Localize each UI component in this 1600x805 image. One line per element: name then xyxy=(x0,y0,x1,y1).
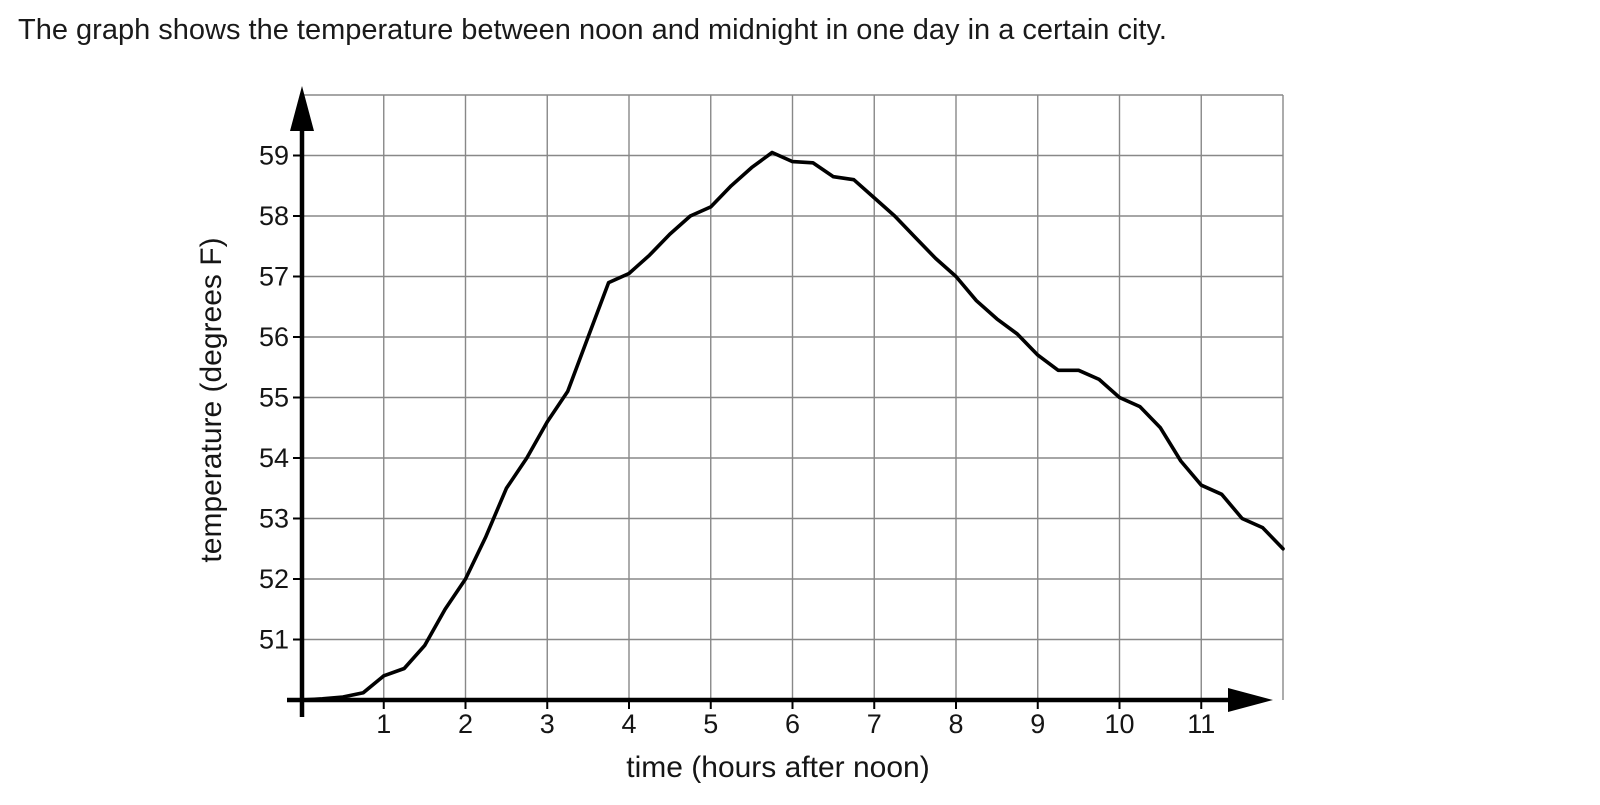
x-tick-label: 8 xyxy=(948,709,963,739)
x-tick-label: 6 xyxy=(785,709,800,739)
x-axis-label: time (hours after noon) xyxy=(626,751,930,784)
x-tick-label: 10 xyxy=(1104,709,1134,739)
y-tick-label: 53 xyxy=(259,504,289,534)
x-tick-label: 5 xyxy=(703,709,718,739)
y-tick-label: 54 xyxy=(259,443,289,473)
y-axis-arrowhead xyxy=(290,86,314,131)
x-tick-label: 3 xyxy=(540,709,555,739)
x-tick-label: 2 xyxy=(458,709,473,739)
y-axis-label: temperature (degrees F) xyxy=(195,237,228,563)
y-tick-label: 58 xyxy=(259,201,289,231)
x-axis-arrowhead xyxy=(1228,688,1273,712)
page-title: The graph shows the temperature between … xyxy=(18,14,1167,46)
temperature-line xyxy=(300,150,1285,702)
y-tick-label: 56 xyxy=(259,322,289,352)
x-tick-label: 1 xyxy=(376,709,391,739)
y-tick-label: 59 xyxy=(259,141,289,171)
y-tick-label: 55 xyxy=(259,383,289,413)
y-tick-label: 52 xyxy=(259,564,289,594)
x-tick-label: 7 xyxy=(867,709,882,739)
y-tick-label: 51 xyxy=(259,625,289,655)
y-tick-label: 57 xyxy=(259,262,289,292)
x-tick-label: 9 xyxy=(1030,709,1045,739)
x-tick-label: 4 xyxy=(621,709,636,739)
x-tick-label: 11 xyxy=(1187,709,1215,739)
